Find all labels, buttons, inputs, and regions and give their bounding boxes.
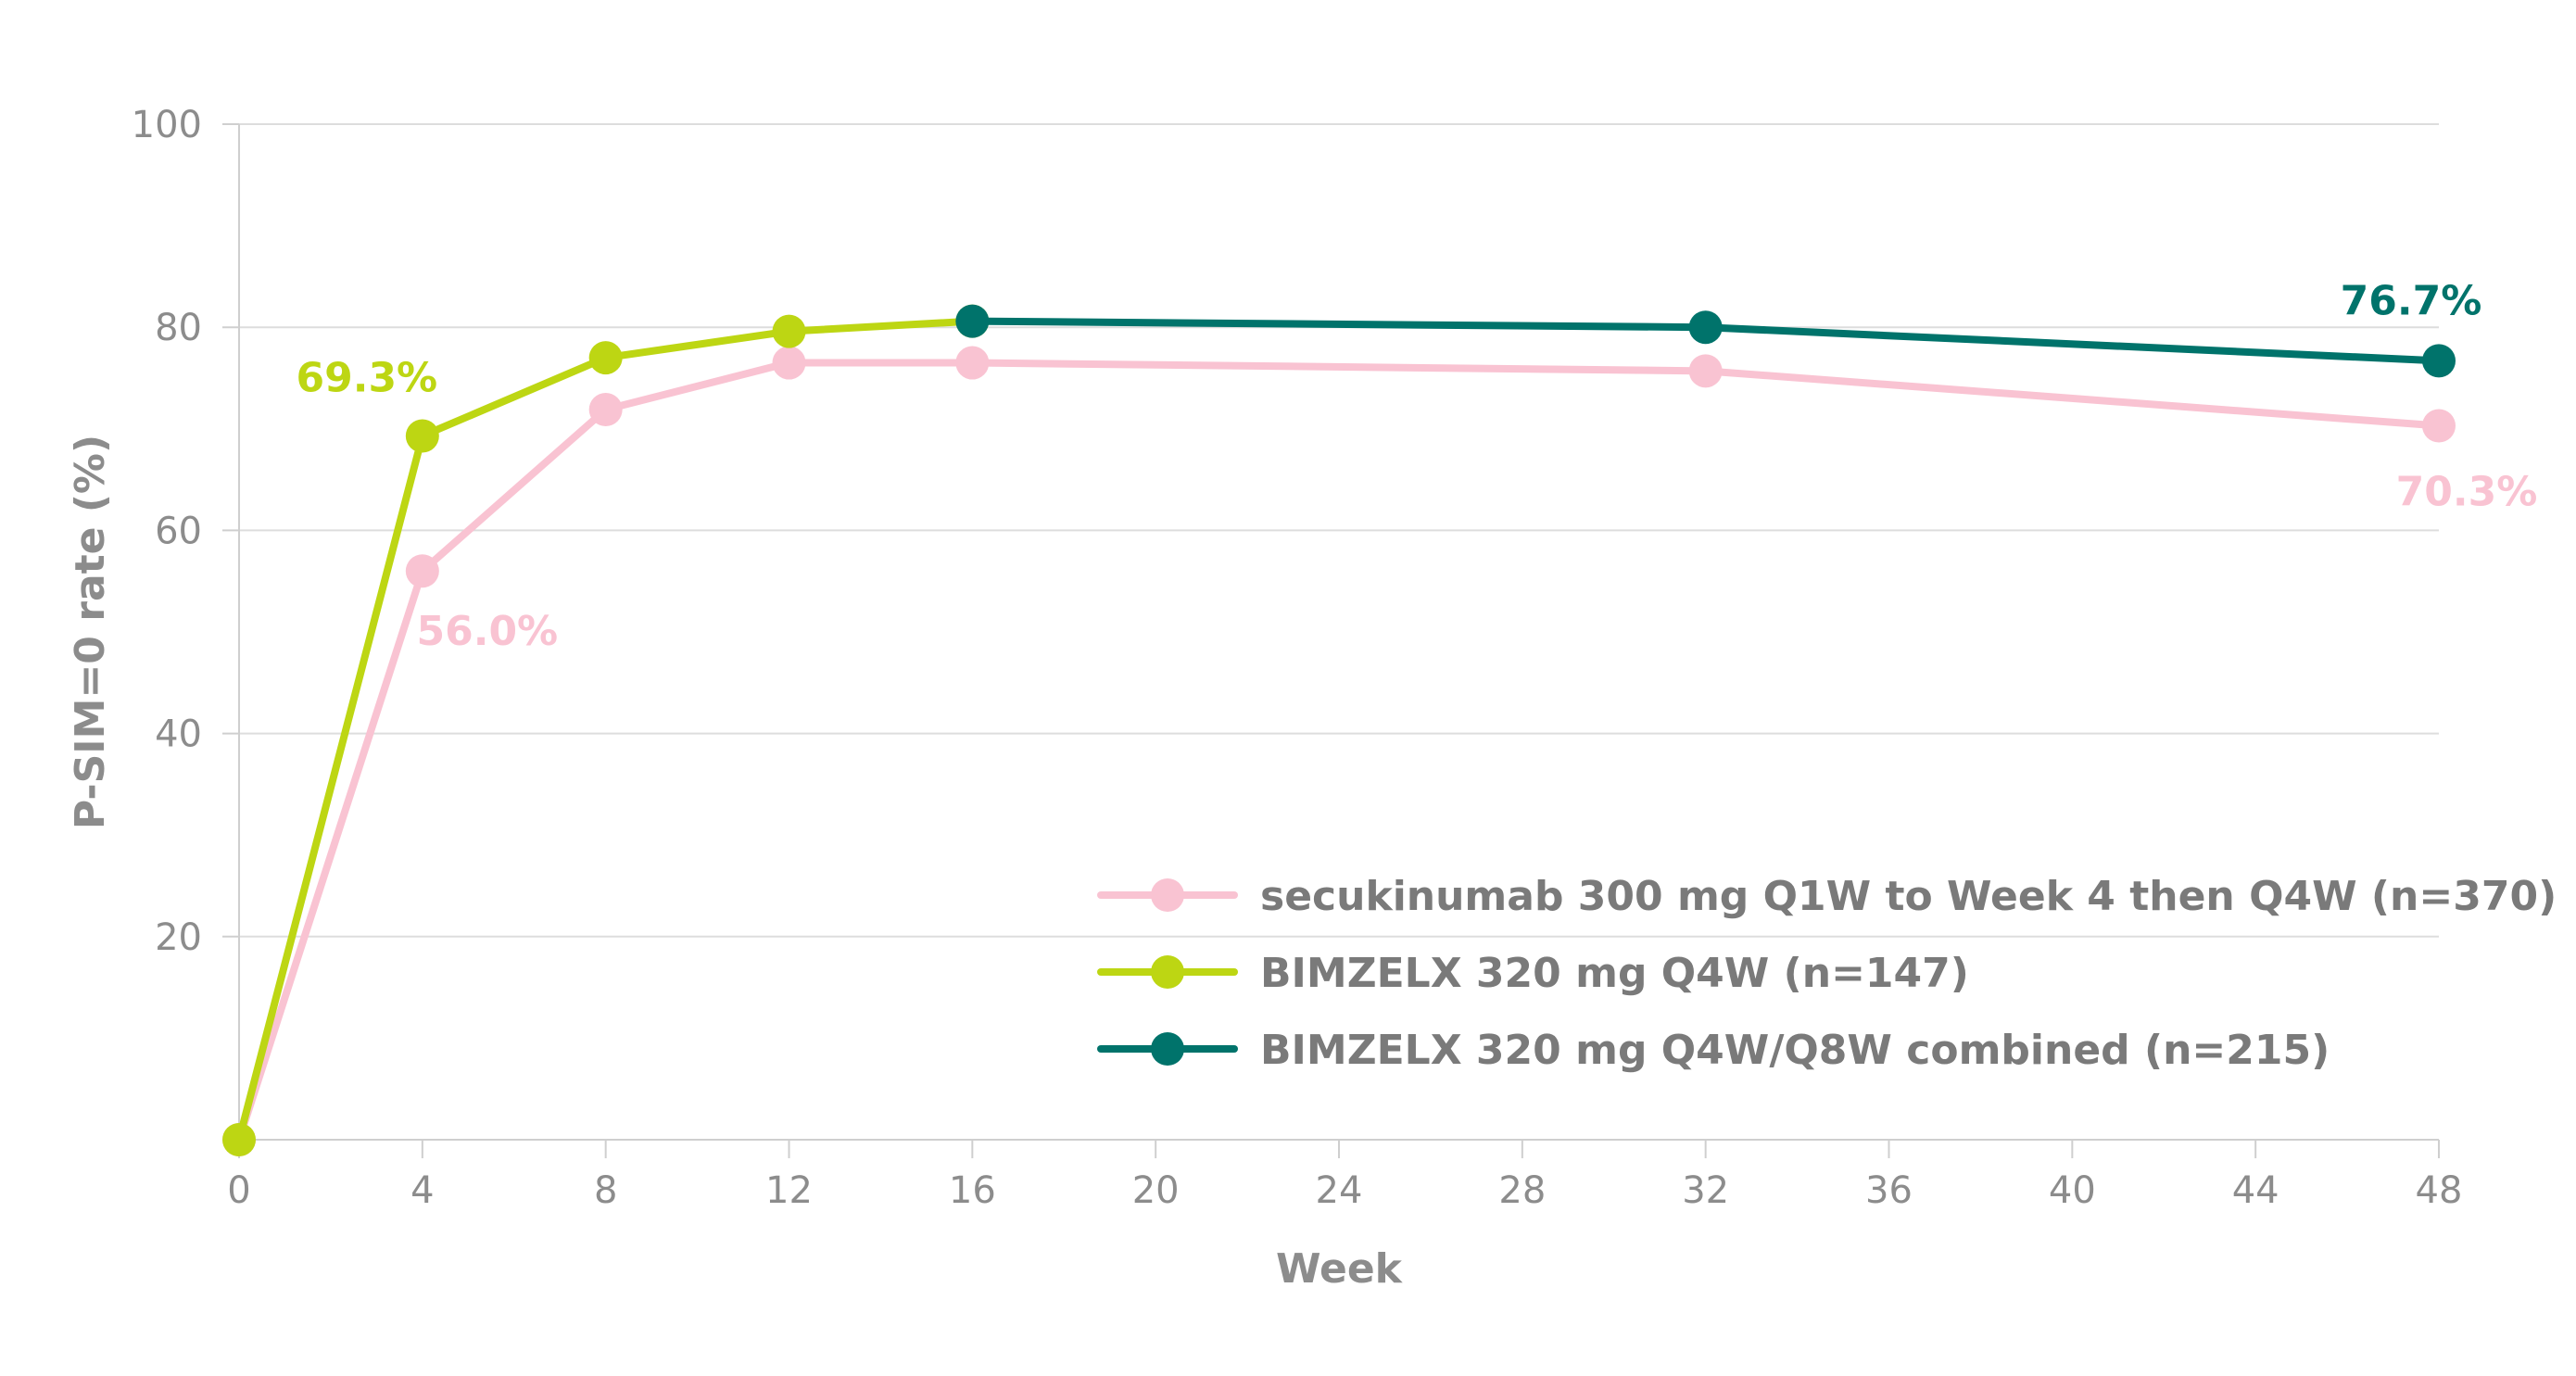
y-tick-labels: 20 40 60 80 100 <box>132 104 239 959</box>
legend: secukinumab 300 mg Q1W to Week 4 then Q4… <box>1097 873 2557 1074</box>
legend-label: BIMZELX 320 mg Q4W/Q8W combined (n=215) <box>1260 1027 2330 1074</box>
data-label: 69.3% <box>297 354 438 401</box>
data-point <box>772 346 806 380</box>
data-label: 56.0% <box>417 608 559 655</box>
x-tick-label: 32 <box>1682 1169 1729 1212</box>
x-tick-label: 20 <box>1132 1169 1180 1212</box>
legend-item: BIMZELX 320 mg Q4W/Q8W combined (n=215) <box>1097 1027 2330 1074</box>
data-point <box>955 304 990 338</box>
x-tick-label: 36 <box>1865 1169 1913 1212</box>
data-point <box>1688 354 1723 388</box>
x-tick-label: 24 <box>1316 1169 1363 1212</box>
data-point <box>222 1123 256 1156</box>
legend-swatch-marker <box>1151 1032 1184 1066</box>
data-label: 70.3% <box>2396 469 2538 516</box>
y-tick-label: 60 <box>155 510 202 552</box>
legend-item: secukinumab 300 mg Q1W to Week 4 then Q4… <box>1097 873 2557 920</box>
legend-label: BIMZELX 320 mg Q4W (n=147) <box>1260 950 1969 997</box>
x-tick-labels: 0 4 8 12 16 20 24 28 32 36 40 44 48 <box>227 1140 2462 1212</box>
y-tick-label: 40 <box>155 713 202 756</box>
x-tick-label: 48 <box>2416 1169 2463 1212</box>
series-line <box>235 359 2443 1143</box>
x-tick-label: 40 <box>2049 1169 2096 1212</box>
data-point <box>588 341 623 375</box>
x-tick-label: 8 <box>594 1169 617 1212</box>
x-tick-label: 0 <box>227 1169 250 1212</box>
data-point <box>772 314 806 348</box>
data-point <box>955 346 990 380</box>
x-tick-label: 12 <box>765 1169 813 1212</box>
legend-swatch-marker <box>1151 955 1184 989</box>
data-label: 76.7% <box>2341 277 2482 324</box>
x-axis-title: Week <box>1276 1245 1404 1293</box>
y-axis-title: P-SIM=0 rate (%) <box>67 435 114 829</box>
series-1 <box>222 304 990 1156</box>
series-lines <box>222 304 2456 1156</box>
data-point <box>588 392 623 426</box>
data-point <box>2422 409 2456 443</box>
x-tick-label: 16 <box>949 1169 996 1212</box>
data-point <box>405 554 439 588</box>
grid-lines <box>239 123 2439 938</box>
y-tick-label: 100 <box>132 104 202 146</box>
legend-swatch-marker <box>1151 878 1184 912</box>
series-line <box>235 317 977 1143</box>
data-point <box>405 419 439 453</box>
x-tick-label: 4 <box>410 1169 434 1212</box>
series-2 <box>955 304 2456 378</box>
x-tick-label: 44 <box>2232 1169 2279 1212</box>
data-point <box>1688 310 1723 345</box>
legend-item: BIMZELX 320 mg Q4W (n=147) <box>1097 950 1969 997</box>
data-labels: 69.3% 56.0% 76.7% 70.3% <box>297 277 2538 655</box>
y-tick-label: 20 <box>155 916 202 959</box>
data-point <box>2422 344 2456 378</box>
x-tick-label: 28 <box>1498 1169 1546 1212</box>
y-tick-label: 80 <box>155 307 202 349</box>
legend-label: secukinumab 300 mg Q1W to Week 4 then Q4… <box>1260 873 2557 920</box>
